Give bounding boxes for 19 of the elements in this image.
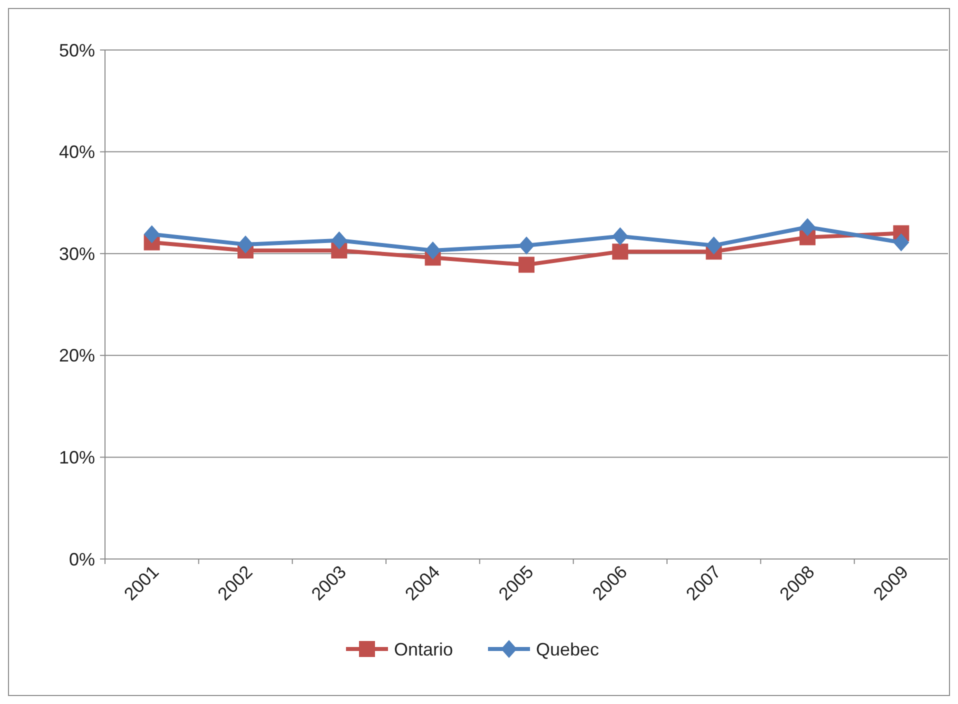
y-tick-label: 10% <box>58 448 95 468</box>
point <box>144 225 160 244</box>
point <box>893 233 910 252</box>
y-tick-label: 20% <box>58 346 95 366</box>
y-tick-label: 50% <box>58 40 95 60</box>
point <box>612 244 628 260</box>
point <box>424 242 441 260</box>
y-tick-label: 40% <box>58 142 95 162</box>
legend-label: Ontario <box>394 639 454 660</box>
point <box>331 231 348 250</box>
y-tick-label: 0% <box>68 549 95 570</box>
y-tick-label: 30% <box>58 244 95 264</box>
point <box>706 236 722 254</box>
point <box>518 236 534 254</box>
point <box>612 227 628 246</box>
point <box>800 218 816 236</box>
point <box>518 256 534 273</box>
legend-label: Quebec <box>536 639 600 660</box>
point <box>238 235 254 254</box>
